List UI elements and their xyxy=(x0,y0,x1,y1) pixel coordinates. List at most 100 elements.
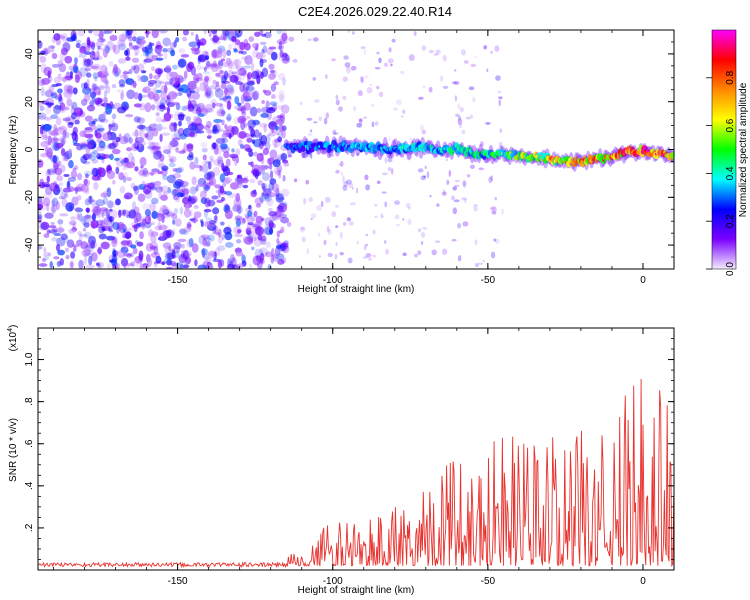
noise-speckle xyxy=(144,44,153,54)
noise-speckle xyxy=(186,154,194,161)
noise-speckle xyxy=(85,147,90,155)
noise-speckle xyxy=(494,196,497,201)
noise-speckle xyxy=(100,241,110,250)
noise-speckle xyxy=(68,160,74,169)
noise-speckle xyxy=(242,236,249,244)
noise-speckle xyxy=(168,162,176,168)
noise-speckle xyxy=(248,204,252,210)
noise-speckle xyxy=(325,74,328,80)
noise-speckle xyxy=(155,150,162,158)
noise-speckle xyxy=(66,98,73,107)
noise-speckle xyxy=(501,208,505,215)
noise-speckle xyxy=(269,162,273,170)
noise-speckle xyxy=(42,252,52,257)
y-tick-label: .6 xyxy=(24,439,35,448)
noise-speckle xyxy=(231,125,239,136)
noise-speckle xyxy=(92,30,100,37)
noise-speckle xyxy=(97,246,102,255)
noise-speckle xyxy=(164,81,171,86)
noise-speckle xyxy=(225,57,232,66)
noise-speckle xyxy=(38,245,43,250)
noise-speckle xyxy=(140,70,147,74)
noise-speckle xyxy=(57,96,64,105)
colorbar: 0.0 0.2 0.4 0.6 0.8 Normalized spectral ampl… xyxy=(706,29,749,276)
noise-speckle xyxy=(464,197,467,204)
noise-speckle xyxy=(281,56,290,64)
noise-speckle xyxy=(42,47,51,55)
noise-speckle xyxy=(141,88,147,93)
noise-speckle xyxy=(50,92,58,99)
noise-speckle xyxy=(148,171,157,175)
noise-speckle xyxy=(278,90,285,100)
noise-speckle xyxy=(217,159,224,168)
noise-speckle xyxy=(206,234,215,242)
noise-speckle xyxy=(104,208,109,214)
noise-speckle xyxy=(160,91,168,100)
noise-speckle xyxy=(71,101,78,110)
noise-speckle xyxy=(204,221,210,228)
noise-speckle xyxy=(42,184,46,189)
noise-speckle xyxy=(259,252,265,262)
noise-speckle xyxy=(241,177,249,184)
noise-speckle xyxy=(96,50,100,60)
noise-speckle xyxy=(204,75,210,82)
noise-speckle xyxy=(349,202,356,206)
noise-speckle xyxy=(46,175,51,183)
noise-speckle xyxy=(112,44,121,55)
snr-panel: -150 -100 -50 0 .2 .4 .6 .8 1.0 Height of strai… xyxy=(7,325,675,596)
noise-speckle xyxy=(383,62,388,68)
noise-speckle xyxy=(40,153,49,158)
noise-speckle xyxy=(168,155,177,163)
noise-speckle xyxy=(53,33,61,41)
noise-speckle xyxy=(462,221,469,227)
noise-speckle xyxy=(243,122,248,128)
noise-speckle xyxy=(163,149,171,154)
noise-speckle xyxy=(251,139,256,145)
noise-speckle xyxy=(91,213,96,222)
noise-speckle xyxy=(203,124,211,131)
noise-speckle xyxy=(133,64,140,74)
noise-speckle xyxy=(170,49,176,57)
noise-speckle xyxy=(325,112,330,119)
noise-speckle xyxy=(259,195,267,202)
noise-speckle xyxy=(111,113,117,120)
noise-speckle xyxy=(70,105,75,115)
noise-speckle xyxy=(163,106,167,110)
noise-speckle xyxy=(380,212,384,216)
noise-speckle xyxy=(63,193,69,198)
y-tick-label: .2 xyxy=(24,523,35,532)
noise-speckle xyxy=(314,99,320,103)
noise-speckle xyxy=(235,218,242,227)
noise-speckle xyxy=(80,98,88,106)
noise-speckle xyxy=(170,122,178,127)
noise-speckle xyxy=(77,30,86,37)
noise-speckle xyxy=(147,82,154,87)
noise-speckle xyxy=(65,40,69,44)
noise-speckle xyxy=(223,87,228,96)
noise-speckle xyxy=(213,147,219,155)
noise-speckle xyxy=(116,221,125,230)
noise-speckle xyxy=(189,186,197,195)
noise-speckle xyxy=(145,30,149,39)
noise-speckle xyxy=(133,116,141,123)
noise-speckle xyxy=(498,96,503,100)
noise-speckle xyxy=(118,43,127,51)
noise-speckle xyxy=(111,119,115,128)
noise-speckle xyxy=(48,229,58,234)
noise-speckle xyxy=(391,38,396,43)
noise-speckle xyxy=(57,59,64,67)
noise-speckle xyxy=(104,44,108,50)
noise-speckle xyxy=(417,250,422,256)
noise-speckle xyxy=(348,182,354,189)
noise-speckle xyxy=(138,130,142,137)
noise-speckle xyxy=(74,71,83,80)
noise-speckle xyxy=(277,258,285,265)
noise-speckle xyxy=(88,235,96,246)
noise-speckle xyxy=(100,64,108,75)
noise-speckle xyxy=(339,252,344,256)
noise-speckle xyxy=(245,85,255,92)
noise-speckle xyxy=(153,96,158,105)
noise-speckle xyxy=(152,123,158,127)
noise-speckle xyxy=(173,129,181,139)
noise-speckle xyxy=(46,151,52,160)
